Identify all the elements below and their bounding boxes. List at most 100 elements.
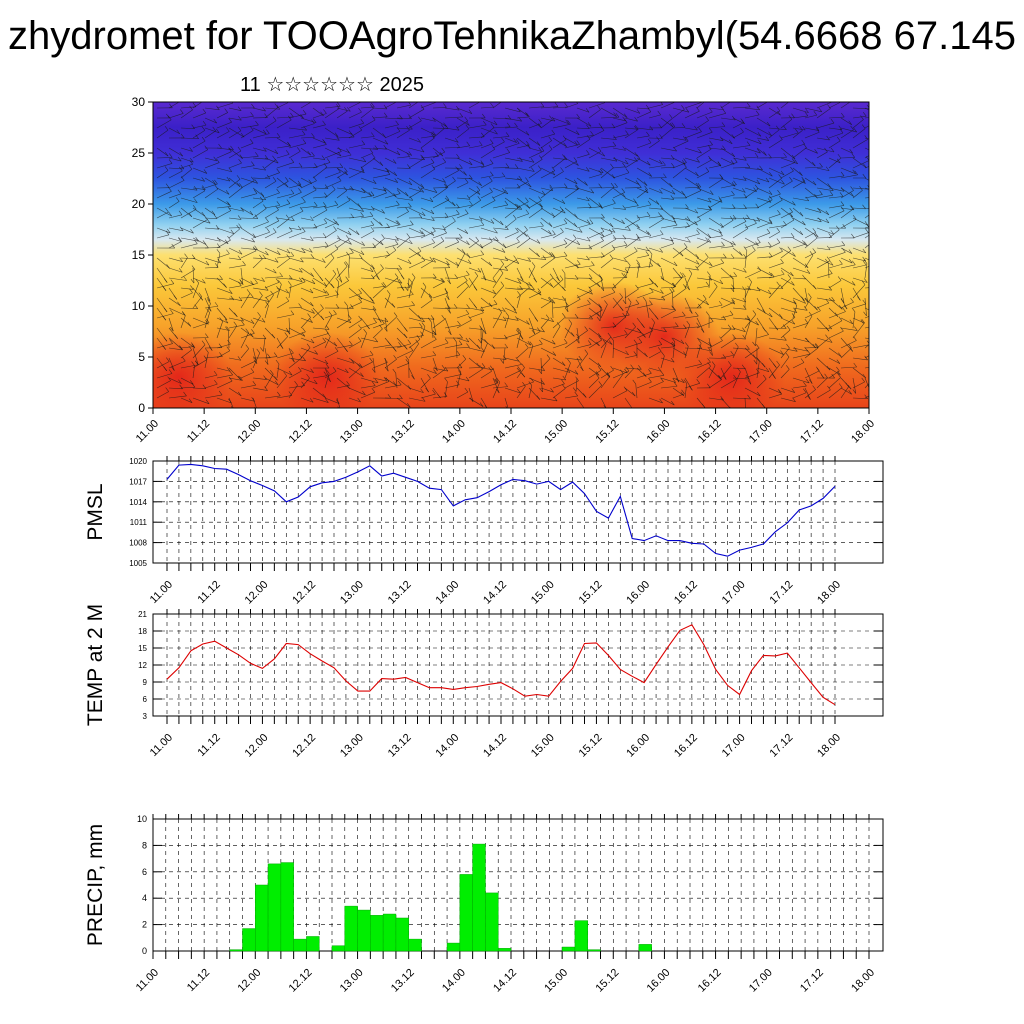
wind-barb-flag (297, 225, 302, 231)
wind-barb (828, 251, 846, 259)
wind-barb (168, 157, 182, 162)
wind-barb (300, 307, 315, 314)
wind-barb-flag (721, 122, 726, 127)
wind-barb (252, 200, 264, 209)
wind-barb (252, 147, 267, 152)
wind-barb-flag (205, 260, 210, 266)
wind-barb-flag (685, 204, 689, 209)
wind-barb-flag (848, 343, 852, 349)
wind-barb-flag (501, 172, 506, 177)
wind-barb-flag (634, 125, 639, 130)
wind-barb (204, 183, 218, 189)
precip-ylabel: PRECIP, mm (84, 824, 107, 946)
wind-barb (756, 297, 766, 314)
wind-barb (744, 137, 762, 145)
wind-barb (420, 227, 435, 236)
wind-barb-flag (373, 318, 377, 323)
wind-barb-flag (202, 240, 207, 245)
wind-barb-flag (549, 184, 553, 190)
wind-barb (540, 318, 550, 329)
wind-barb-flag (808, 311, 813, 317)
wind-barb-flag (276, 286, 280, 291)
wind-barb-flag (430, 315, 435, 320)
wind-barb (336, 237, 352, 245)
wind-barb (204, 297, 212, 312)
wind-barb-flag (251, 329, 255, 334)
wind-barb-flag (549, 115, 553, 120)
wind-barb-flag (298, 188, 302, 193)
wind-barb (744, 387, 761, 397)
wind-barb (540, 301, 552, 309)
wind-barb-flag (264, 386, 268, 391)
wind-barb-flag (504, 334, 508, 340)
wind-barb-flag (189, 380, 194, 385)
temp-x-tick-label: 15.12 (577, 732, 605, 760)
wind-barb (192, 359, 208, 369)
wind-barb-flag (609, 222, 614, 228)
wind-barb-flag (681, 105, 685, 110)
wind-barb-flag (608, 340, 613, 345)
wind-barb (288, 201, 306, 209)
wind-barb-flag (170, 326, 174, 332)
wind-barb-flag (381, 283, 385, 288)
wind-barb (636, 330, 653, 339)
wind-barb (504, 333, 520, 339)
wind-barb-flag (827, 385, 831, 391)
wind-barb (696, 131, 713, 139)
wind-barb (228, 179, 241, 189)
wind-barb (732, 347, 750, 350)
wind-barb-flag (272, 155, 276, 161)
wind-barb (276, 300, 290, 309)
wind-barb-flag (825, 298, 830, 304)
wind-barb-flag (808, 379, 813, 384)
wind-barb (516, 386, 526, 399)
wind-barb (756, 307, 773, 318)
wind-barb (708, 217, 724, 228)
wind-barb-flag (722, 375, 727, 380)
wind-barb (816, 227, 834, 235)
wind-barb (840, 264, 856, 269)
wind-barb (828, 157, 842, 169)
wind-barb-flag (848, 97, 851, 101)
wind-barb (216, 317, 229, 324)
wind-barb-flag (567, 120, 571, 125)
wind-barb-flag (290, 189, 295, 194)
wind-barb-flag (394, 178, 399, 183)
wind-barb-flag (813, 233, 818, 239)
wind-barb-flag (194, 239, 198, 245)
wind-barb (684, 257, 700, 265)
wind-barb (516, 295, 521, 309)
wind-barb-flag (504, 189, 509, 195)
wind-barb-flag (489, 159, 494, 164)
wind-barb (240, 177, 258, 184)
wind-barb-flag (575, 184, 579, 189)
wind-barb (720, 157, 735, 165)
wind-barb-flag (214, 302, 219, 307)
wind-barb (744, 188, 759, 199)
wind-barb (468, 190, 480, 199)
temp-x-tick-label: 14.12 (481, 732, 509, 760)
wind-barb-flag (848, 390, 852, 395)
wind-barb-flag (740, 118, 744, 123)
wind-barb-flag (323, 371, 328, 376)
wind-barb-flag (588, 244, 593, 250)
wind-barb (192, 387, 206, 389)
wind-barb-flag (812, 180, 817, 186)
wind-barb-flag (539, 202, 543, 208)
wind-barb (228, 147, 243, 159)
wind-barb-flag (381, 209, 385, 214)
wind-barb (648, 375, 665, 379)
wind-barb (564, 298, 581, 309)
wind-barb-flag (552, 351, 557, 356)
wind-barb (780, 147, 796, 160)
wind-barb-flag (431, 131, 435, 137)
wind-barb (180, 187, 198, 191)
wind-barb-flag (215, 128, 220, 133)
wind-barb (456, 319, 472, 329)
wind-barb (360, 287, 374, 302)
wind-barb (744, 314, 757, 329)
wind-barb-flag (206, 308, 210, 313)
wind-barb (168, 113, 184, 119)
wind-barb-flag (475, 236, 479, 242)
wind-barb (444, 137, 459, 143)
